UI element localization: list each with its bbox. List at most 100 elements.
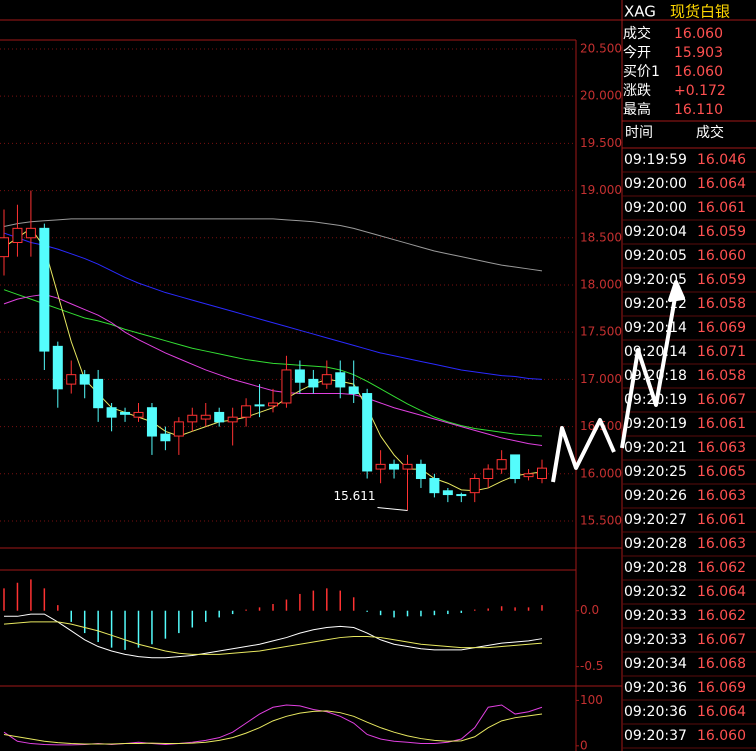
candle-body (496, 459, 507, 470)
trade-price: 16.061 (697, 200, 746, 216)
drawn-arrows (551, 280, 685, 483)
field-value: +0.172 (674, 83, 726, 99)
trade-time: 09:20:28 (624, 560, 687, 576)
candle-body (79, 374, 90, 385)
candle-body (308, 378, 319, 388)
indicator-line (3, 704, 543, 746)
candle-body (254, 404, 265, 407)
field-value: 16.060 (674, 64, 723, 80)
candle-body (415, 463, 426, 480)
trade-price: 16.069 (697, 680, 746, 696)
trade-time: 09:20:00 (624, 200, 687, 216)
trade-price: 16.059 (697, 224, 746, 240)
trade-price: 16.046 (697, 152, 746, 168)
trade-time: 09:20:36 (624, 680, 687, 696)
trade-price: 16.058 (697, 368, 746, 384)
candle-body (66, 374, 77, 385)
candle-body (483, 468, 494, 480)
trade-time: 09:20:21 (624, 440, 687, 456)
y-tick-label: 0.0 (580, 603, 599, 617)
trade-time: 09:20:18 (624, 368, 687, 384)
indicator-line (3, 621, 543, 655)
trade-time: 09:20:00 (624, 176, 687, 192)
field-value: 16.060 (674, 26, 723, 42)
candle-body (227, 416, 238, 423)
candle-body (281, 369, 292, 404)
trade-price: 16.063 (697, 488, 746, 504)
trade-time: 09:20:34 (624, 656, 687, 672)
field-label: 涨跌 (623, 83, 651, 99)
trade-price: 16.064 (697, 176, 746, 192)
trade-time: 09:20:19 (624, 416, 687, 432)
candle-body (469, 478, 480, 494)
candle-body (389, 463, 400, 470)
candle-body (442, 490, 453, 496)
trade-price: 16.067 (697, 392, 746, 408)
trade-time: 09:20:27 (624, 512, 687, 528)
trade-time: 09:20:05 (624, 248, 687, 264)
trade-time: 09:20:14 (624, 320, 687, 336)
candle-body (173, 421, 184, 437)
trade-price: 16.065 (697, 464, 746, 480)
candle-body (402, 463, 413, 470)
y-tick-label: 15.500 (580, 513, 622, 527)
candle-body (106, 407, 117, 418)
field-value: 16.110 (674, 102, 723, 118)
field-value: 15.903 (674, 45, 723, 61)
candle-body (25, 227, 36, 239)
trade-time: 09:20:25 (624, 464, 687, 480)
column-header: 成交 (696, 124, 724, 141)
trade-time: 09:20:04 (624, 224, 687, 240)
trade-price: 16.062 (697, 560, 746, 576)
trade-price: 16.069 (697, 320, 746, 336)
trade-time: 09:20:05 (624, 272, 687, 288)
y-tick-label: 19.500 (580, 136, 622, 150)
y-tick-label: 20.500 (580, 41, 622, 55)
candle-body (321, 374, 332, 385)
trade-price: 16.061 (697, 416, 746, 432)
trade-time: 09:20:33 (624, 632, 687, 648)
y-tick-label: 17.500 (580, 325, 622, 339)
field-label: 最高 (623, 101, 651, 118)
trade-price: 16.063 (697, 440, 746, 456)
y-tick-label: 19.000 (580, 183, 622, 197)
arrow-stroke (551, 418, 616, 483)
candle-body (146, 407, 157, 437)
trade-time: 09:20:26 (624, 488, 687, 504)
trade-time: 09:20:36 (624, 704, 687, 720)
trade-time: 09:20:32 (624, 584, 687, 600)
field-label: 成交 (623, 25, 651, 42)
trade-time: 09:20:37 (624, 728, 687, 744)
indicator-line (3, 227, 543, 492)
y-tick-label: 100 (580, 693, 603, 707)
y-tick-label: 16.000 (580, 466, 622, 480)
indicator-line (3, 232, 543, 380)
trade-time: 09:19:59 (624, 152, 687, 168)
candle-body (200, 414, 211, 420)
candle-body (510, 454, 521, 480)
y-tick-label: -0.5 (580, 659, 603, 673)
arrow-head (668, 280, 685, 302)
side-panel: XAG 现货白银 时间 成交 成交 16.060 今开 15.903 买价1 16.060… (622, 3, 756, 749)
candle-body (12, 227, 23, 244)
trade-time: 09:20:33 (624, 608, 687, 624)
candle-body (241, 405, 252, 418)
trade-time: 09:20:14 (624, 344, 687, 360)
candle-body (39, 227, 50, 352)
symbol-name: 现货白银 (670, 3, 730, 21)
candle-body (523, 473, 534, 478)
candle-body (160, 433, 171, 442)
candle-body (0, 237, 9, 258)
candle-body (268, 402, 278, 407)
candle-body (214, 411, 225, 423)
y-tick-label: 20.000 (580, 89, 622, 103)
trade-price: 16.058 (697, 296, 746, 312)
candle-body (133, 411, 144, 418)
candle-body (93, 378, 104, 409)
symbol: XAG (624, 3, 656, 21)
candle-body (456, 494, 467, 497)
indicator-line (3, 289, 543, 437)
trade-price: 16.068 (697, 656, 746, 672)
trade-price: 16.064 (697, 584, 746, 600)
